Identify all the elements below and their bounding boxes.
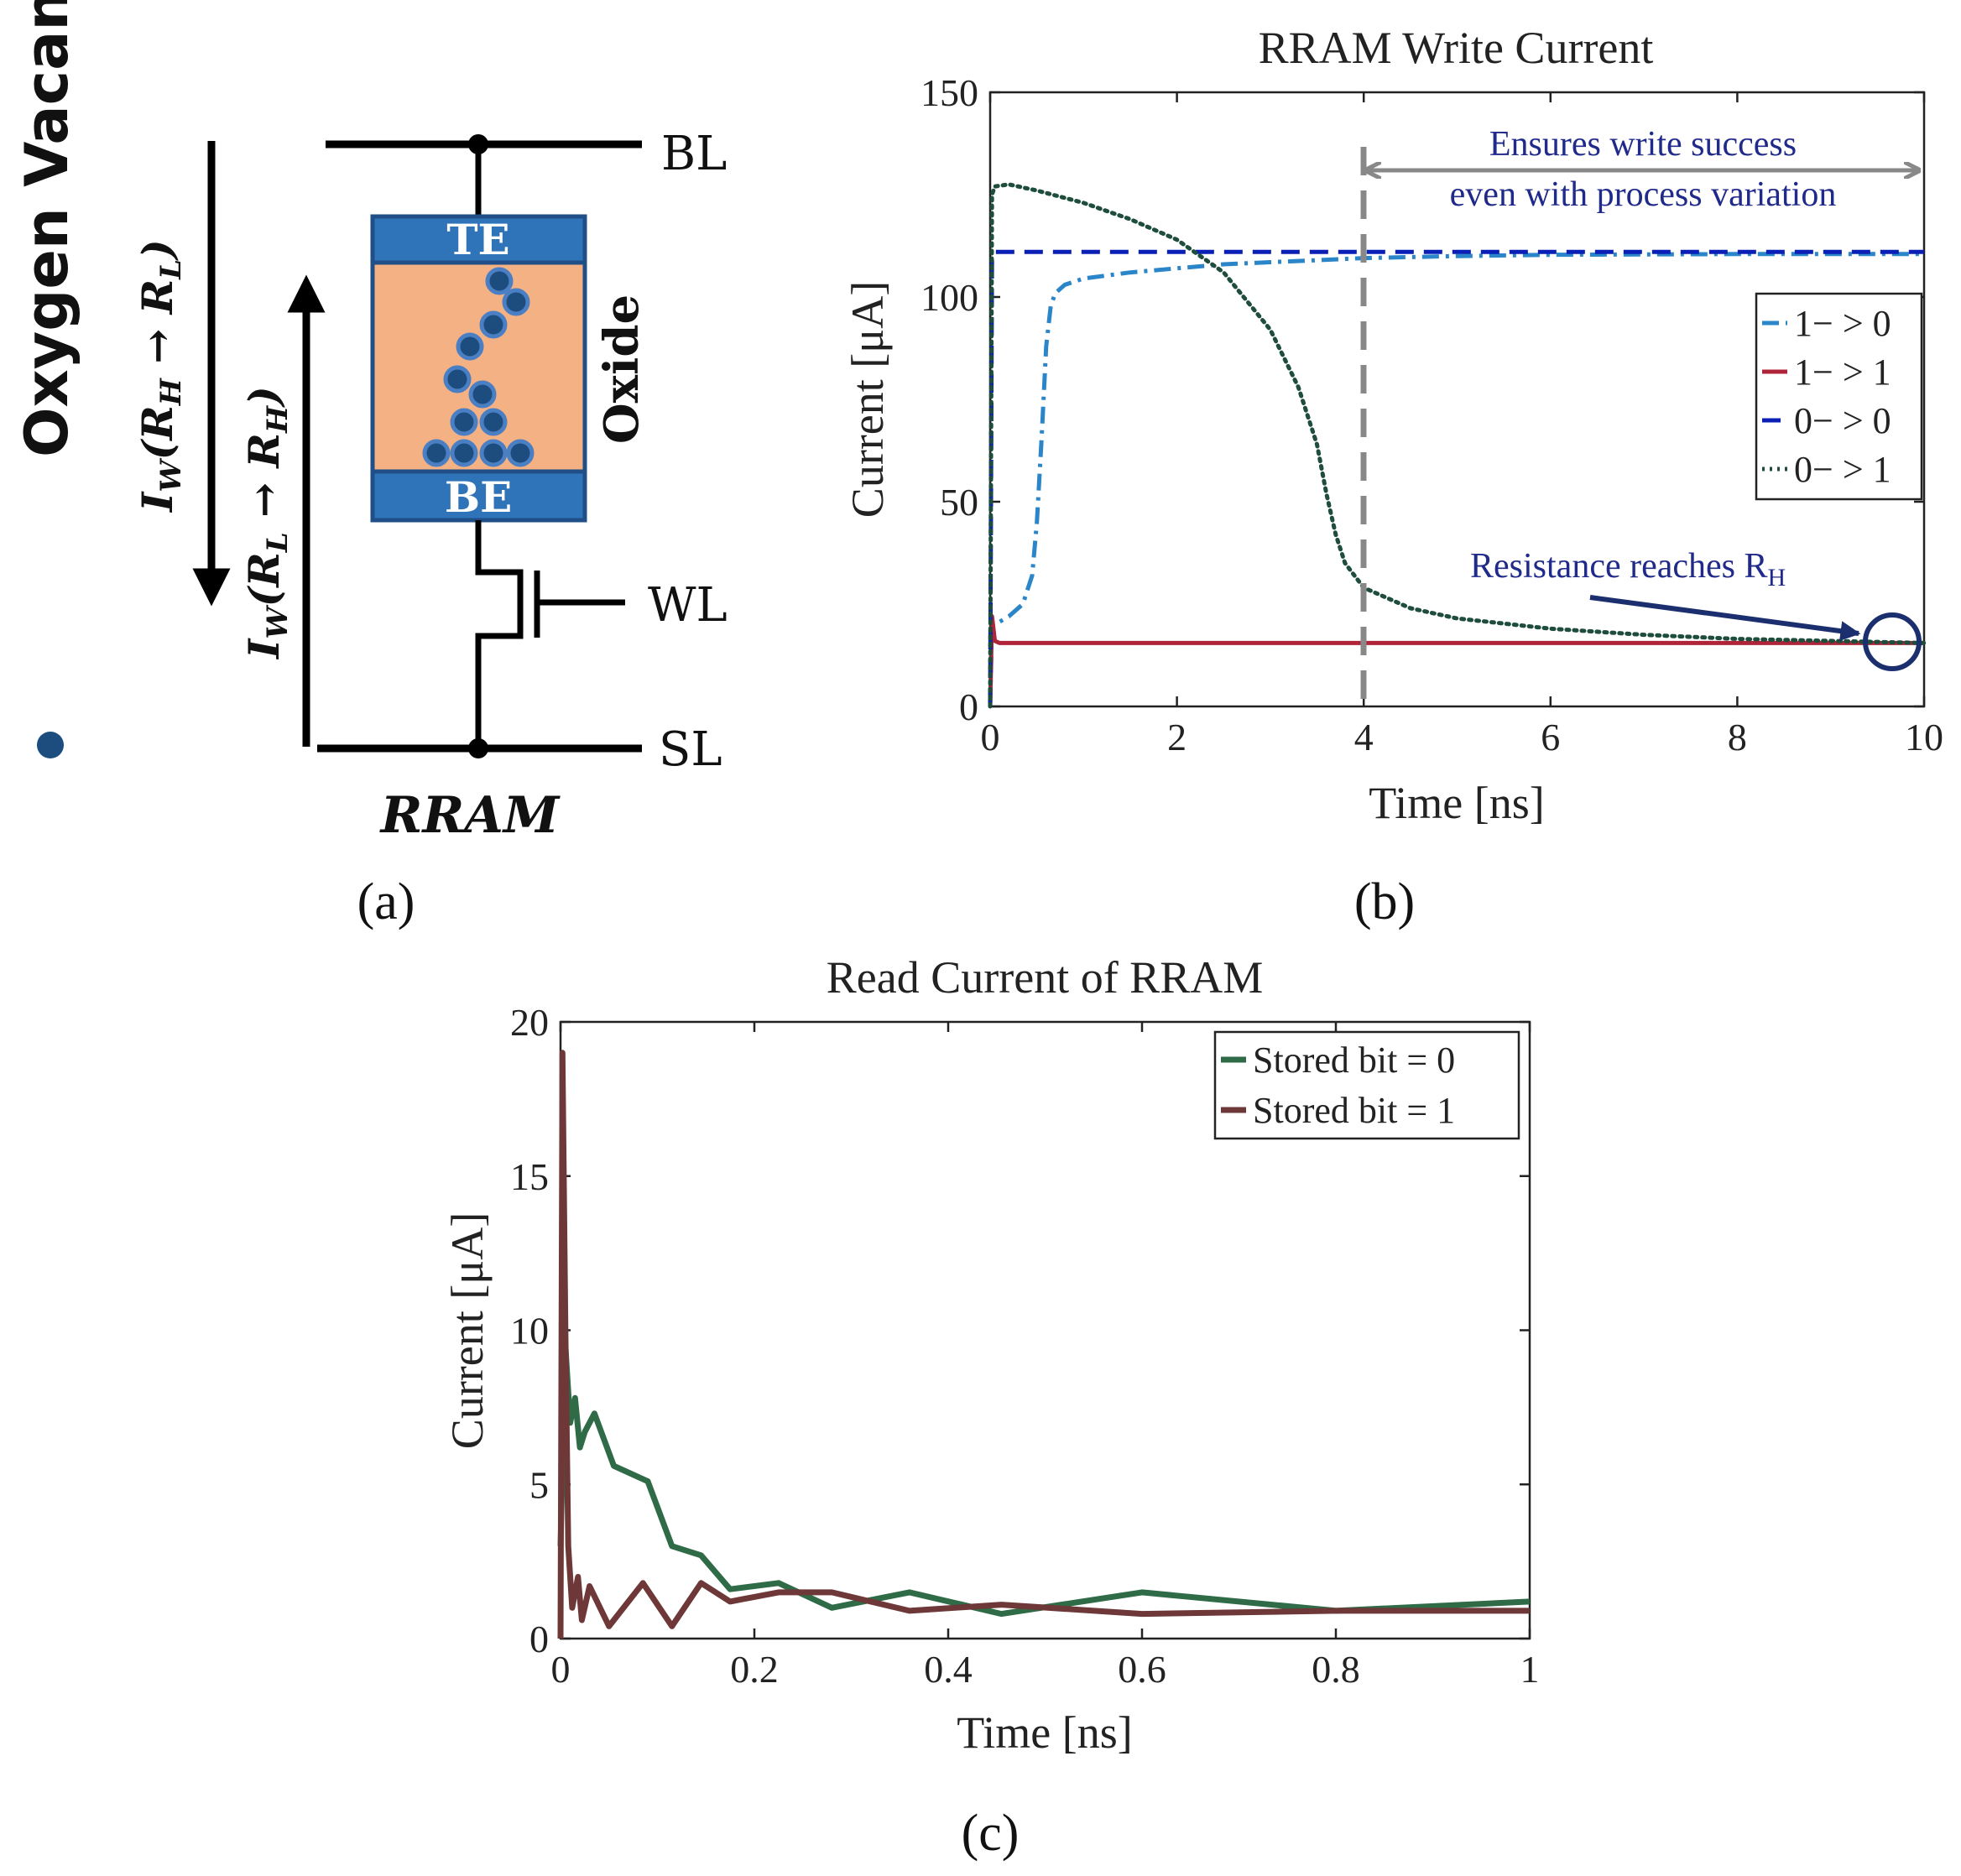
bottom-electrode — [370, 469, 587, 523]
x-tick-label: 0.4 — [924, 1648, 973, 1691]
vacancy-icon — [502, 288, 530, 316]
x-tick-label: 6 — [1541, 716, 1560, 758]
y-tick-label: 50 — [940, 481, 978, 524]
x-tick-label: 10 — [1905, 716, 1943, 758]
vacancy-icon — [422, 439, 451, 467]
vacancy-icon — [468, 380, 497, 409]
vacancy-icon — [450, 439, 478, 467]
x-tick-label: 0.2 — [730, 1648, 779, 1691]
chart-c-legend-box — [1213, 1030, 1520, 1140]
chart-c-legend: Stored bit = 0 Stored bit = 1 — [1213, 1030, 1520, 1140]
legend-label-1: Stored bit = 0 — [1253, 1040, 1455, 1081]
panel-a-diagram: Oxygen Vacancy IW(RH → RL) IW(RL → RH) B… — [13, 0, 728, 930]
y-tick-label: 100 — [921, 276, 978, 319]
x-tick-label: 1 — [1520, 1648, 1540, 1691]
oxygen-vacancy-bullet-icon — [37, 732, 64, 758]
rram-device-label: RRAM — [379, 786, 561, 845]
series-line-1 — [557, 1342, 1531, 1618]
vacancy-icon — [506, 439, 535, 467]
y-tick-label: 10 — [510, 1310, 549, 1352]
series-line-2 — [557, 1050, 1530, 1639]
vacancy-icon — [485, 267, 514, 295]
chart-c-ylabel: Current [μA] — [442, 1212, 493, 1449]
x-tick-label: 8 — [1728, 716, 1747, 758]
oxide-label: Oxide — [594, 294, 649, 444]
vacancy-icon — [450, 408, 478, 436]
y-tick-label: 5 — [529, 1463, 549, 1506]
resistance-highlight-circle — [1863, 612, 1922, 671]
annotation-write-success-2: even with process variation — [1450, 175, 1837, 214]
y-tick-label: 150 — [921, 71, 978, 114]
x-tick-label: 0.8 — [1312, 1648, 1360, 1691]
y-tick-label: 20 — [510, 1001, 549, 1044]
x-tick-label: 0.6 — [1118, 1648, 1166, 1691]
vacancy-icon — [443, 365, 472, 393]
access-transistor — [475, 520, 625, 748]
panel-c-label: (c) — [962, 1805, 1020, 1862]
chart-c-xlabel: Time [ns] — [957, 1707, 1133, 1758]
sl-label: SL — [659, 722, 722, 777]
wl-label: WL — [648, 578, 728, 633]
chart-b-xlabel: Time [ns] — [1369, 778, 1545, 828]
vacancy-icon — [479, 439, 508, 467]
chart-b-ylabel: Current [μA] — [842, 281, 893, 518]
vacancy-icon — [479, 408, 508, 436]
series-line-1 — [988, 252, 1924, 707]
vacancy-icon — [456, 332, 484, 361]
be-label: BE — [445, 472, 512, 522]
write-current-up-label: IW(RL → RH) — [239, 386, 295, 660]
series-line-2 — [988, 614, 1924, 707]
legend-label-1: 1− > 0 — [1794, 303, 1891, 344]
chart-b-legend-box — [1755, 292, 1923, 501]
legend-label-4: 0− > 1 — [1794, 449, 1891, 490]
x-tick-label: 4 — [1354, 716, 1374, 758]
x-tick-label: 2 — [1167, 716, 1187, 758]
series-line-3 — [988, 249, 1924, 707]
y-tick-label: 0 — [959, 685, 978, 728]
chart-b-frame — [988, 91, 1926, 708]
annotation-resistance: Resistance reaches RH — [1470, 547, 1786, 591]
y-tick-label: 15 — [510, 1155, 549, 1198]
vacancy-icon — [479, 310, 508, 339]
chart-b-title: RRAM Write Current — [1259, 23, 1654, 73]
read-current-chart: Read Current of RRAM 0 0.2 0.4 0.6 0.8 105101… — [442, 952, 1540, 1862]
chart-b-series-group — [988, 182, 1927, 709]
chart-c-series-group — [557, 1050, 1531, 1639]
te-label: TE — [446, 215, 509, 264]
write-current-down-label: IW(RH → RL) — [133, 239, 188, 513]
chart-b-legend: 1− > 0 1− > 1 0− > 0 0− > 1 — [1755, 292, 1923, 501]
oxygen-vacancy-legend: Oxygen Vacancy — [13, 0, 81, 457]
vacancy-filament — [422, 267, 535, 467]
resistance-pointer-arrow — [1589, 595, 1861, 642]
sl-node-dot — [468, 738, 488, 758]
series-line-4 — [988, 182, 1927, 709]
x-tick-label: 0 — [981, 716, 1000, 758]
top-electrode — [370, 214, 587, 265]
x-tick-label: 0 — [551, 1648, 571, 1691]
chart-c-title: Read Current of RRAM — [827, 952, 1263, 1003]
legend-label-3: 0− > 0 — [1794, 400, 1891, 441]
panel-b-label: (b) — [1354, 873, 1415, 930]
legend-label-2: Stored bit = 1 — [1253, 1090, 1455, 1131]
panel-a-label: (a) — [357, 873, 415, 930]
annotation-write-success-1: Ensures write success — [1489, 125, 1797, 164]
y-tick-label: 0 — [529, 1618, 549, 1660]
bl-label: BL — [661, 127, 727, 181]
legend-label-2: 1− > 1 — [1794, 352, 1891, 393]
